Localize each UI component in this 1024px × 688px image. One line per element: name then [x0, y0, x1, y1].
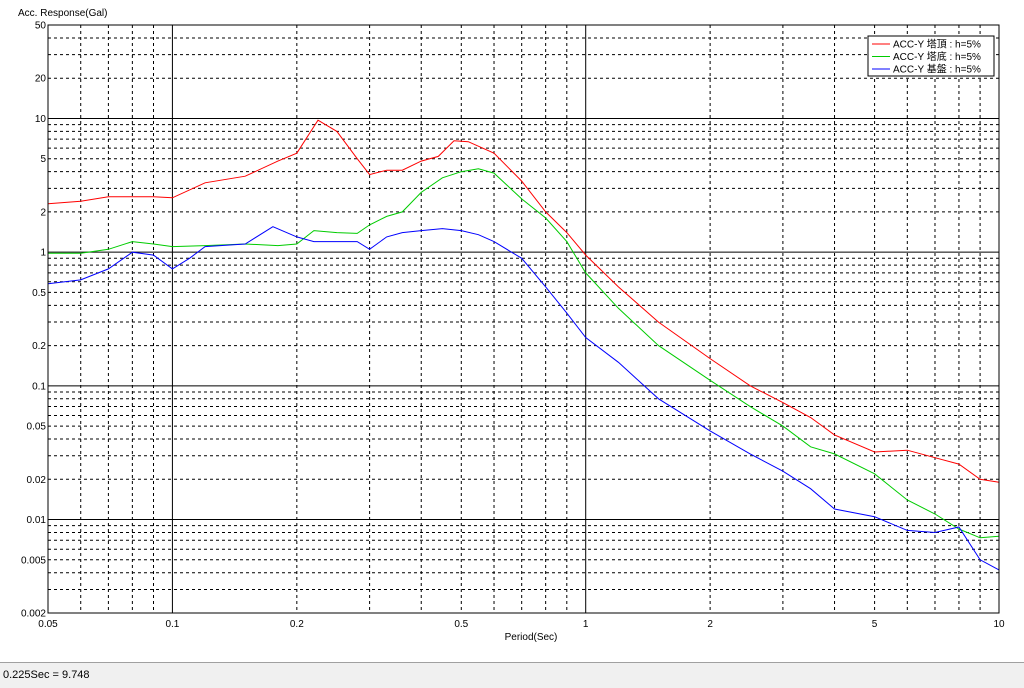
- y-tick-label: 1: [40, 248, 46, 259]
- series-line-3: [47, 226, 1000, 571]
- y-axis-label: Acc. Response(Gal): [18, 8, 107, 19]
- x-tick-label: 0.1: [165, 619, 179, 630]
- x-tick-label: 0.05: [38, 619, 58, 630]
- legend-label-2: ACC-Y 塔底 : h=5%: [893, 50, 981, 63]
- x-tick-label: 5: [872, 619, 878, 630]
- x-tick-label: 10: [993, 619, 1005, 630]
- y-tick-label: 0.05: [27, 422, 47, 433]
- status-bar: 0.225Sec = 9.748: [0, 662, 1024, 688]
- x-axis-label: Period(Sec): [505, 632, 558, 643]
- series-line-2: [48, 168, 1000, 539]
- legend-label-3: ACC-Y 基盤 : h=5%: [893, 63, 981, 76]
- y-tick-label: 50: [35, 21, 47, 32]
- response-spectrum-chart[interactable]: Acc. Response(Gal) 0.0020.0050.010.020.0…: [0, 0, 1024, 662]
- y-tick-label: 20: [35, 74, 47, 85]
- y-tick-label: 0.002: [21, 609, 46, 620]
- grid-lines: [48, 25, 999, 613]
- plot-frame: [47, 24, 1000, 614]
- x-tick-label: 0.2: [290, 619, 304, 630]
- y-tick-label: 5: [40, 154, 46, 165]
- y-tick-label: 0.2: [32, 341, 46, 352]
- y-tick-label: 0.01: [27, 515, 47, 526]
- y-tick-label: 10: [35, 114, 47, 125]
- y-tick-label: 0.5: [32, 288, 46, 299]
- y-tick-label: 0.1: [32, 381, 46, 392]
- cursor-readout: 0.225Sec = 9.748: [3, 669, 90, 681]
- y-tick-label: 0.02: [27, 475, 47, 486]
- x-tick-label: 0.5: [454, 619, 468, 630]
- y-tick-labels: 0.002 0.005 0.01 0.02 0.05 0.1 0.2 0.5 1 2 5 10 20 50: [21, 21, 46, 620]
- x-tick-labels: 0.05 0.1 0.2 0.5 1 2 5 10: [38, 619, 1005, 630]
- plot-area[interactable]: Acc. Response(Gal) 0.002 0.005 0.01 0.02 0.0…: [0, 0, 1024, 662]
- series-lines: [47, 119, 1000, 571]
- x-tick-label: 1: [583, 619, 589, 630]
- y-tick-label: 0.005: [21, 555, 46, 566]
- legend: ACC-Y 塔頂 : h=5%ACC-Y 塔底 : h=5%ACC-Y 基盤 :…: [867, 35, 995, 77]
- legend-label-1: ACC-Y 塔頂 : h=5%: [893, 38, 981, 51]
- y-tick-label: 2: [40, 207, 46, 218]
- series-line-1: [47, 119, 1000, 483]
- x-tick-label: 2: [707, 619, 713, 630]
